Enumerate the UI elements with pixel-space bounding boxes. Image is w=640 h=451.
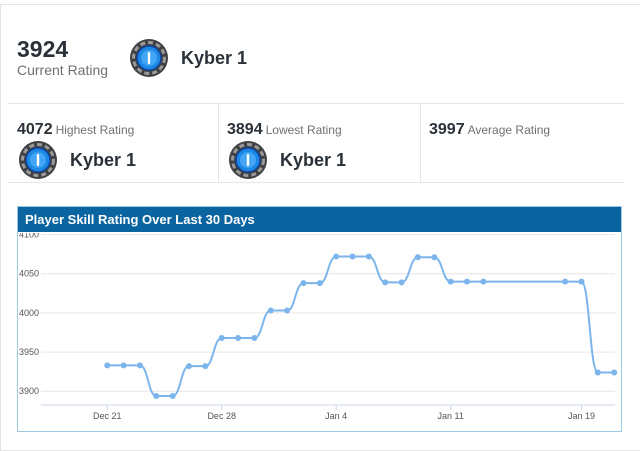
y-tick-label: 4050: [19, 269, 39, 279]
data-point: [202, 363, 209, 370]
rating-chart-panel: Player Skill Rating Over Last 30 Days 39…: [17, 206, 622, 432]
data-point: [120, 362, 127, 369]
current-rating-value: 3924: [17, 36, 69, 62]
rating-stats-row: 4072 Highest Rating Kyber 1 3894 Lowest Ra…: [8, 103, 624, 183]
current-rank-name: Kyber 1: [181, 47, 248, 68]
highest-rank: Kyber 1: [18, 140, 136, 180]
current-rating-block: 3924 Current Rating: [17, 36, 108, 78]
lowest-rank: Kyber 1: [228, 140, 346, 180]
lowest-rating-value: 3894: [227, 121, 263, 138]
data-point: [398, 279, 405, 286]
kyber-rank-icon: [229, 141, 267, 179]
x-tick-label: Dec 21: [93, 411, 122, 421]
y-tick-label: 4000: [19, 308, 39, 318]
average-rating-value: 3997: [429, 121, 465, 138]
series-line: [107, 255, 615, 397]
data-point: [611, 369, 618, 376]
stat-divider: [218, 104, 219, 183]
highest-rank-name: Kyber 1: [70, 149, 137, 170]
data-point: [562, 278, 569, 285]
x-tick-label: Jan 11: [437, 411, 463, 421]
data-point: [284, 307, 291, 314]
lowest-rating-label: Lowest Rating: [265, 123, 342, 137]
stat-divider: [420, 104, 421, 183]
highest-rating-cell: 4072 Highest Rating Kyber 1: [8, 104, 218, 183]
data-point: [382, 279, 389, 286]
data-point: [464, 278, 471, 285]
data-point: [104, 362, 111, 369]
x-tick-label: Jan 4: [325, 411, 347, 421]
current-rank: Kyber 1: [129, 38, 247, 78]
data-point: [136, 362, 143, 369]
data-point: [447, 278, 454, 285]
lowest-rank-name: Kyber 1: [280, 149, 347, 170]
data-point: [316, 280, 323, 287]
data-point: [218, 334, 225, 341]
data-point: [349, 253, 356, 260]
current-rating-label: Current Rating: [17, 62, 109, 78]
y-tick-label: 3900: [19, 386, 39, 396]
data-point: [235, 334, 242, 341]
rating-line-chart: 3900 3950 4000 4050 4100 Dec 21 Dec 28 Jan 4 Jan…: [19, 233, 618, 421]
data-point: [333, 253, 340, 260]
data-point: [365, 253, 372, 260]
data-point: [578, 278, 585, 285]
average-rating-label: Average Rating: [467, 123, 551, 137]
data-point: [414, 254, 421, 261]
data-point: [594, 369, 601, 376]
average-rating-cell: 3997 Average Rating: [420, 104, 624, 183]
data-point: [431, 254, 438, 261]
y-tick-label: 3950: [19, 347, 39, 357]
kyber-rank-icon: [130, 39, 168, 77]
data-point: [185, 363, 192, 370]
data-point: [300, 280, 307, 287]
x-tick-label: Jan 19: [568, 411, 595, 421]
lowest-rating-cell: 3894 Lowest Rating Kyber 1: [218, 104, 420, 183]
top-divider: [4, 4, 640, 5]
chart-title: Player Skill Rating Over Last 30 Days: [18, 207, 621, 232]
highest-rating-label: Highest Rating: [55, 123, 135, 137]
kyber-rank-icon: [19, 141, 57, 179]
data-point: [480, 278, 487, 285]
highest-rating-value: 4072: [17, 121, 53, 138]
data-point: [153, 392, 160, 399]
y-tick-label: 4100: [19, 233, 39, 240]
data-point: [267, 307, 274, 314]
data-point: [251, 334, 258, 341]
data-point: [169, 392, 176, 399]
x-tick-label: Dec 28: [207, 411, 236, 421]
